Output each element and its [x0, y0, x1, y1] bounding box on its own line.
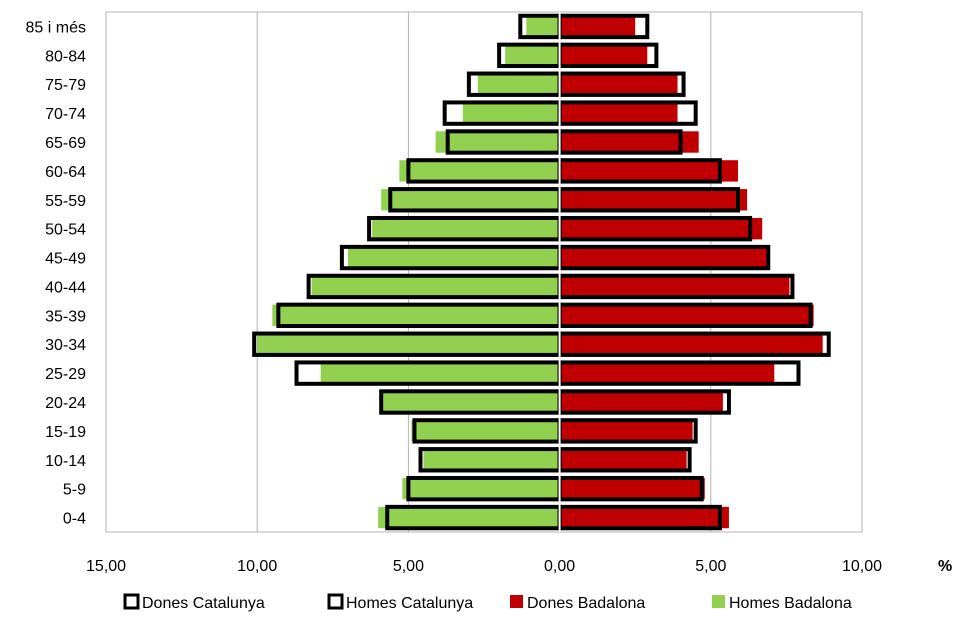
- y-tick-label-17: 85 i més: [26, 19, 86, 36]
- bar-dones-badalona-80-84: [559, 44, 648, 67]
- plot-border: [105, 11, 863, 533]
- bar-dones-badalona-65-69: [559, 131, 699, 153]
- x-tick-labels: 15,00 10,00 5,00 0,00 5,00 10,00: [86, 558, 882, 575]
- legend-item-homes-catalunya: Homes Catalunya: [327, 593, 473, 612]
- legend: Dones Catalunya Homes Catalunya Dones Bada…: [123, 593, 852, 612]
- legend-label-1: Homes Catalunya: [346, 595, 473, 612]
- y-tick-label-0: 0-4: [63, 511, 86, 528]
- y-tick-label-10: 50-54: [45, 222, 86, 239]
- y-tick-label-1: 5-9: [63, 482, 86, 499]
- bar-homes-badalona-40-44: [311, 275, 560, 298]
- bar-homes-badalona-25-29: [320, 362, 560, 384]
- y-tick-label-7: 35-39: [45, 308, 86, 325]
- bar-dones-badalona-75-79: [559, 73, 678, 95]
- bar-dones-badalona-5-9: [559, 477, 705, 500]
- y-tick-label-16: 80-84: [45, 48, 86, 65]
- y-tick-label-3: 15-19: [45, 424, 86, 441]
- y-tick-label-9: 45-49: [45, 251, 86, 268]
- bar-dones-badalona-35-39: [559, 304, 814, 327]
- bar-dones-badalona-45-49: [559, 246, 769, 269]
- x-tick-label-0: 15,00: [86, 558, 126, 575]
- bar-dones-badalona-55-59: [559, 189, 748, 211]
- legend-label-3: Homes Badalona: [729, 595, 852, 612]
- bar-homes-badalona-70-74: [462, 102, 560, 124]
- y-tick-label-4: 20-24: [45, 395, 86, 412]
- legend-swatch-0: [123, 593, 140, 610]
- bar-homes-badalona-75-79: [477, 73, 560, 95]
- bar-homes-badalona-10-14: [423, 449, 560, 471]
- filled-bars-layer: [257, 15, 823, 529]
- legend-label-2: Dones Badalona: [527, 595, 645, 612]
- bar-homes-badalona-85-i-més: [526, 15, 560, 38]
- x-tick-label-1: 10,00: [237, 558, 277, 575]
- bar-homes-badalona-65-69: [435, 131, 560, 153]
- bar-dones-badalona-70-74: [559, 102, 678, 124]
- y-tick-label-5: 25-29: [45, 366, 86, 383]
- legend-item-homes-badalona: Homes Badalona: [712, 595, 852, 612]
- bar-homes-badalona-15-19: [411, 420, 560, 442]
- y-tick-label-2: 10-14: [45, 453, 86, 470]
- bar-dones-badalona-40-44: [559, 275, 790, 298]
- legend-item-dones-catalunya: Dones Catalunya: [123, 593, 265, 612]
- bar-homes-badalona-55-59: [381, 189, 560, 211]
- bar-dones-badalona-60-64: [559, 160, 739, 182]
- legend-swatch-2: [510, 595, 523, 608]
- x-tick-label-5: 10,00: [842, 558, 882, 575]
- x-tick-label-3: 0,00: [544, 558, 575, 575]
- bar-homes-badalona-0-4: [378, 506, 560, 529]
- bar-dones-badalona-10-14: [559, 449, 687, 471]
- bar-homes-badalona-5-9: [402, 477, 560, 500]
- bar-dones-badalona-0-4: [559, 506, 729, 529]
- x-tick-label-2: 5,00: [393, 558, 424, 575]
- legend-item-dones-badalona: Dones Badalona: [510, 595, 645, 612]
- bar-homes-badalona-35-39: [272, 304, 560, 327]
- y-tick-label-13: 65-69: [45, 135, 86, 152]
- bar-dones-badalona-20-24: [559, 391, 723, 413]
- y-tick-label-14: 70-74: [45, 106, 86, 123]
- legend-swatch-3: [712, 595, 725, 608]
- legend-label-0: Dones Catalunya: [142, 595, 265, 612]
- y-tick-label-8: 40-44: [45, 279, 86, 296]
- y-tick-label-12: 60-64: [45, 164, 86, 181]
- y-tick-label-15: 75-79: [45, 77, 86, 94]
- y-tick-labels: 0-4 5-9 10-14 15-19 20-24 25-29 30-34 35-39 40-4…: [26, 19, 87, 527]
- bar-homes-badalona-80-84: [505, 44, 560, 67]
- bar-homes-badalona-60-64: [399, 160, 560, 182]
- bar-dones-badalona-15-19: [559, 420, 693, 442]
- bar-homes-badalona-20-24: [381, 391, 560, 413]
- y-tick-label-11: 55-59: [45, 193, 86, 210]
- bar-dones-badalona-30-34: [559, 333, 823, 355]
- bar-dones-badalona-25-29: [559, 362, 775, 384]
- bar-homes-badalona-30-34: [257, 333, 560, 355]
- bar-dones-badalona-50-54: [559, 217, 763, 240]
- bar-homes-badalona-45-49: [347, 246, 560, 269]
- legend-swatch-1: [327, 593, 344, 610]
- bar-dones-badalona-85-i-més: [559, 15, 636, 38]
- grid-layer: [105, 11, 863, 533]
- bar-homes-badalona-50-54: [372, 217, 560, 240]
- unit-label: %: [938, 558, 952, 575]
- y-tick-label-6: 30-34: [45, 337, 86, 354]
- x-tick-label-4: 5,00: [695, 558, 726, 575]
